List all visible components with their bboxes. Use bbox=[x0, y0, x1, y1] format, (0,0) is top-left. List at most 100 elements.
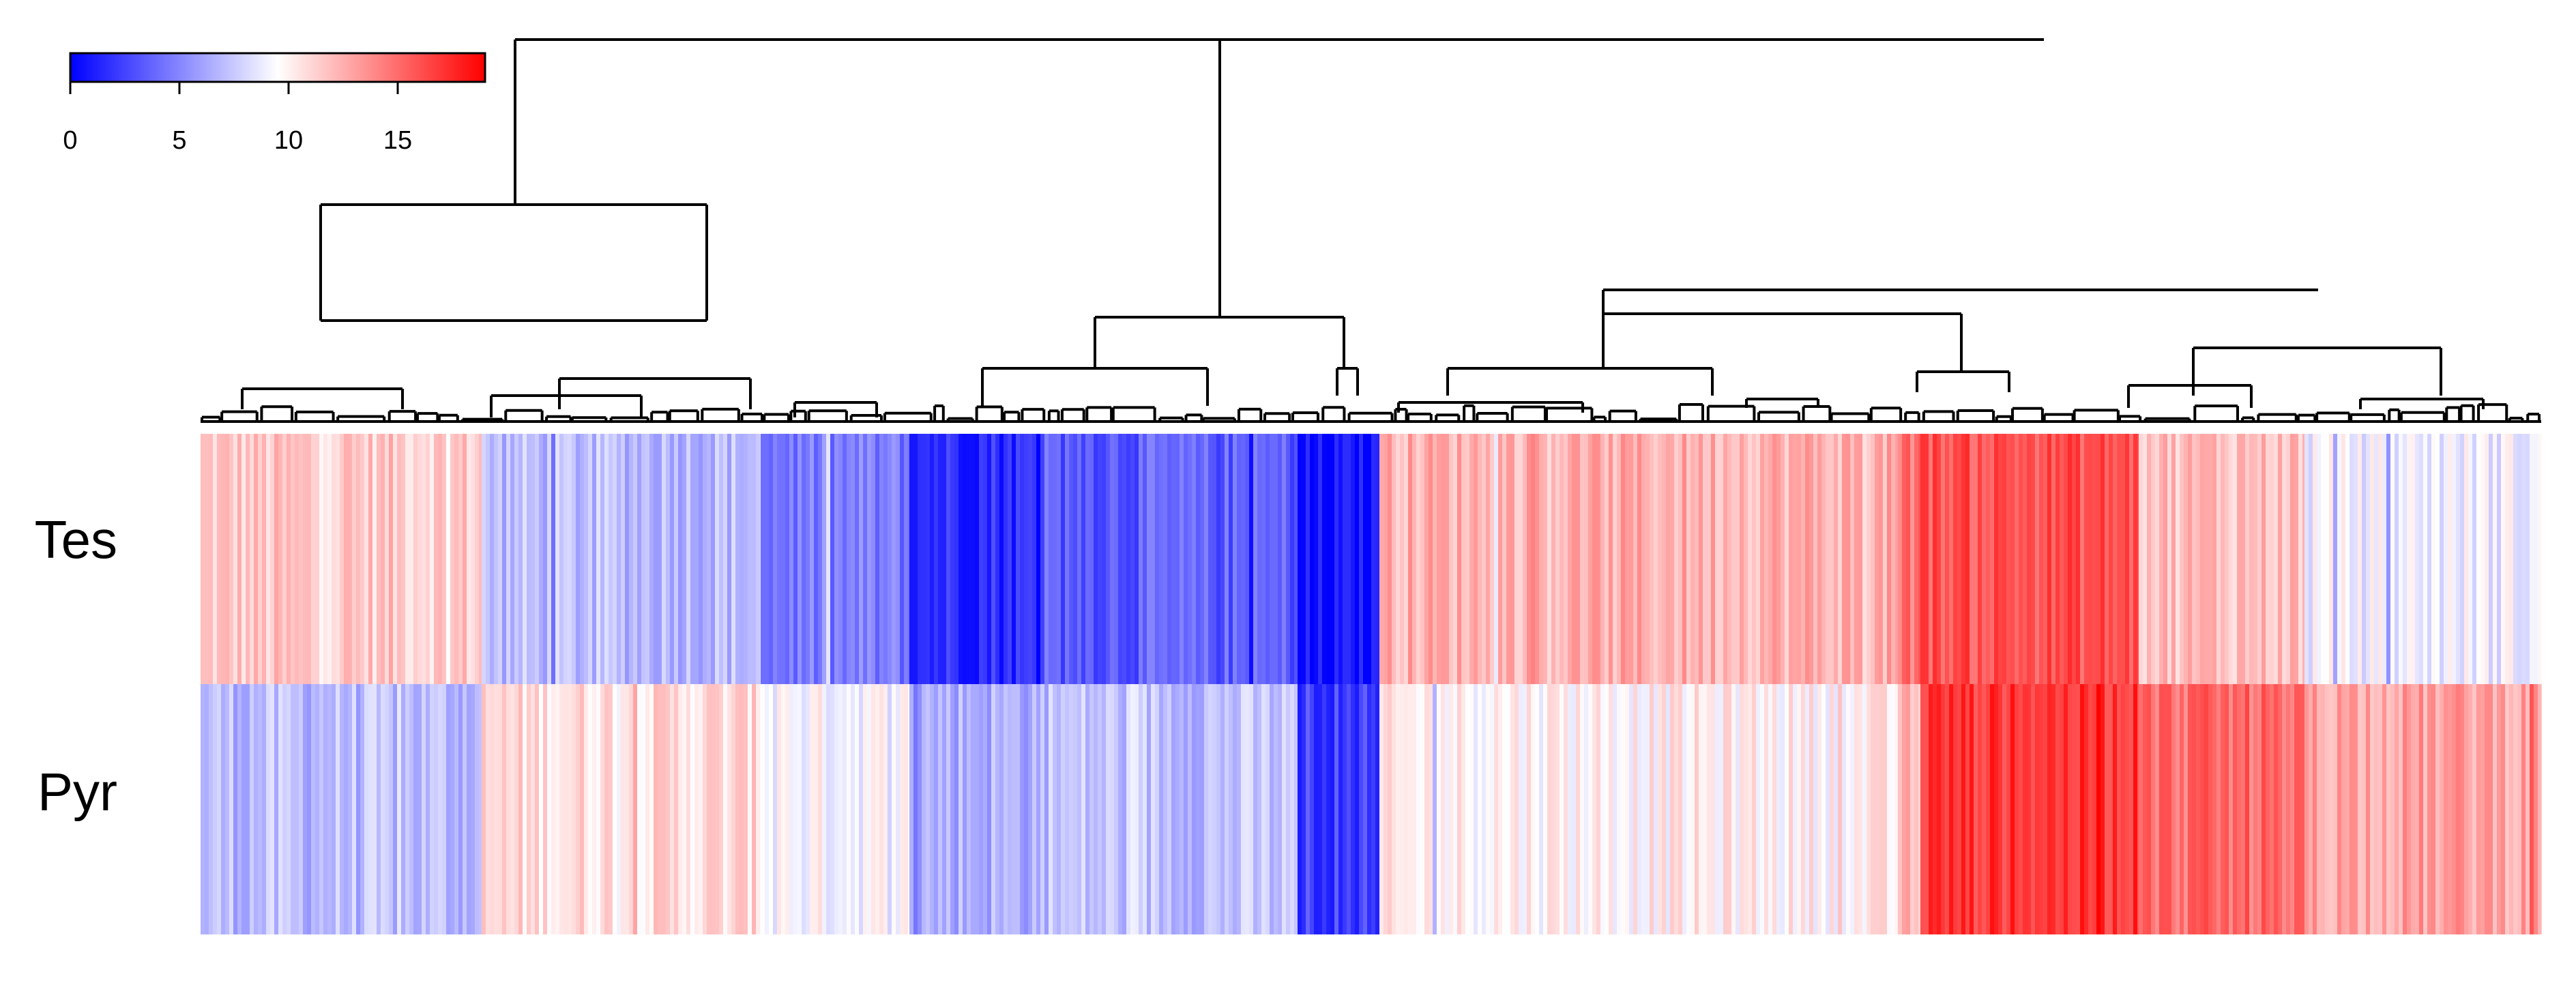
heatmap-cell bbox=[629, 434, 634, 684]
heatmap-cell bbox=[1768, 684, 1773, 934]
heatmap-cell bbox=[209, 434, 214, 684]
heatmap-cell bbox=[274, 434, 279, 684]
heatmap-cell bbox=[1151, 434, 1156, 684]
heatmap-cell bbox=[1412, 434, 1417, 684]
heatmap-cell bbox=[1580, 684, 1585, 934]
heatmap-cell bbox=[356, 684, 361, 934]
heatmap-cell bbox=[479, 434, 482, 684]
heatmap-cell bbox=[482, 434, 486, 684]
heatmap-cell bbox=[1180, 434, 1184, 684]
heatmap-cell bbox=[1028, 684, 1033, 934]
heatmap-cell bbox=[2096, 434, 2101, 684]
heatmap-cell bbox=[1171, 434, 1176, 684]
heatmap-cell bbox=[1270, 434, 1274, 684]
heatmap-cell bbox=[2505, 434, 2510, 684]
heatmap-cell bbox=[699, 434, 703, 684]
heatmap-cell bbox=[434, 434, 439, 684]
heatmap-cell bbox=[413, 434, 418, 684]
heatmap-cell bbox=[1490, 434, 1495, 684]
heatmap-cell bbox=[1118, 684, 1123, 934]
heatmap-cell bbox=[2329, 434, 2334, 684]
heatmap-cell bbox=[2060, 434, 2064, 684]
heatmap-cell bbox=[510, 684, 515, 934]
heatmap-cell bbox=[475, 434, 480, 684]
heatmap-cell bbox=[221, 434, 226, 684]
heatmap-cell bbox=[323, 434, 328, 684]
heatmap-cell bbox=[950, 684, 955, 934]
heatmap-cell bbox=[1384, 434, 1388, 684]
heatmap-cell bbox=[1941, 684, 1946, 934]
heatmap-cell bbox=[1196, 434, 1201, 684]
heatmap-cell bbox=[1077, 684, 1082, 934]
heatmap-cell bbox=[1494, 684, 1499, 934]
heatmap-cell bbox=[486, 684, 491, 934]
heatmap-cell bbox=[1965, 684, 1970, 934]
heatmap-cell bbox=[1715, 434, 1720, 684]
heatmap-cell bbox=[1846, 684, 1851, 934]
heatmap-cell bbox=[2286, 684, 2291, 934]
heatmap-cell bbox=[1902, 684, 1907, 934]
heatmap-cell bbox=[1510, 434, 1515, 684]
heatmap-cell bbox=[1257, 684, 1262, 934]
heatmap-cell bbox=[690, 434, 695, 684]
heatmap-cell bbox=[1760, 434, 1765, 684]
heatmap-cell bbox=[1065, 684, 1070, 934]
heatmap-cell bbox=[1756, 434, 1761, 684]
heatmap-cell bbox=[1147, 434, 1152, 684]
heatmap-cell bbox=[604, 684, 609, 934]
heatmap-cell bbox=[904, 684, 909, 934]
heatmap-cell bbox=[2290, 684, 2295, 934]
heatmap-cell bbox=[1629, 684, 1634, 934]
heatmap-cell bbox=[2419, 434, 2424, 684]
heatmap-cell bbox=[892, 684, 896, 934]
heatmap-cell bbox=[1237, 684, 1242, 934]
heatmap-cell bbox=[1130, 684, 1135, 934]
heatmap-cell bbox=[600, 434, 605, 684]
heatmap-cell bbox=[2155, 434, 2160, 684]
heatmap-cell bbox=[1910, 684, 1915, 934]
heatmap-cell bbox=[1568, 434, 1572, 684]
heatmap-cell bbox=[670, 434, 675, 684]
heatmap-cell bbox=[2282, 684, 2287, 934]
heatmap-cell bbox=[1388, 684, 1392, 934]
heatmap-cell bbox=[1821, 684, 1826, 934]
heatmap-cell bbox=[523, 684, 527, 934]
heatmap-cell bbox=[1555, 684, 1560, 934]
heatmap-cell bbox=[303, 684, 308, 934]
heatmap-cell bbox=[2333, 434, 2338, 684]
heatmap-cell bbox=[1294, 684, 1298, 934]
heatmap-cell bbox=[1449, 684, 1454, 934]
heatmap-cell bbox=[1286, 434, 1291, 684]
heatmap-cell bbox=[1069, 684, 1074, 934]
heatmap-cell bbox=[1898, 684, 1903, 934]
heatmap-cell bbox=[1699, 684, 1703, 934]
heatmap-cell bbox=[2109, 684, 2113, 934]
heatmap-cell bbox=[1237, 434, 1242, 684]
heatmap-cell bbox=[1527, 434, 1532, 684]
heatmap-cell bbox=[315, 434, 320, 684]
heatmap-cell bbox=[1020, 434, 1025, 684]
heatmap-cell bbox=[1914, 684, 1919, 934]
heatmap-cell bbox=[1650, 684, 1654, 934]
heatmap-cell bbox=[2325, 684, 2330, 934]
heatmap-cell bbox=[1910, 434, 1915, 684]
heatmap-cell bbox=[830, 684, 835, 934]
heatmap-cell bbox=[1764, 684, 1769, 934]
heatmap-cell bbox=[963, 684, 967, 934]
heatmap-cell bbox=[225, 684, 230, 934]
heatmap-cell bbox=[879, 434, 884, 684]
heatmap-cell bbox=[2171, 434, 2176, 684]
heatmap-cell bbox=[1744, 434, 1748, 684]
heatmap-cell bbox=[467, 684, 471, 934]
heatmap-cell bbox=[2378, 684, 2383, 934]
heatmap-cell bbox=[1961, 684, 1966, 934]
heatmap-cell bbox=[1159, 684, 1164, 934]
heatmap-cell bbox=[1253, 434, 1258, 684]
heatmap-cell bbox=[1789, 434, 1794, 684]
heatmap-cell bbox=[389, 434, 394, 684]
heatmap-cell bbox=[2072, 684, 2077, 934]
heatmap-cell bbox=[1420, 684, 1425, 934]
heatmap-cell bbox=[564, 684, 568, 934]
heatmap-cell bbox=[510, 434, 515, 684]
heatmap-cell bbox=[1200, 684, 1205, 934]
